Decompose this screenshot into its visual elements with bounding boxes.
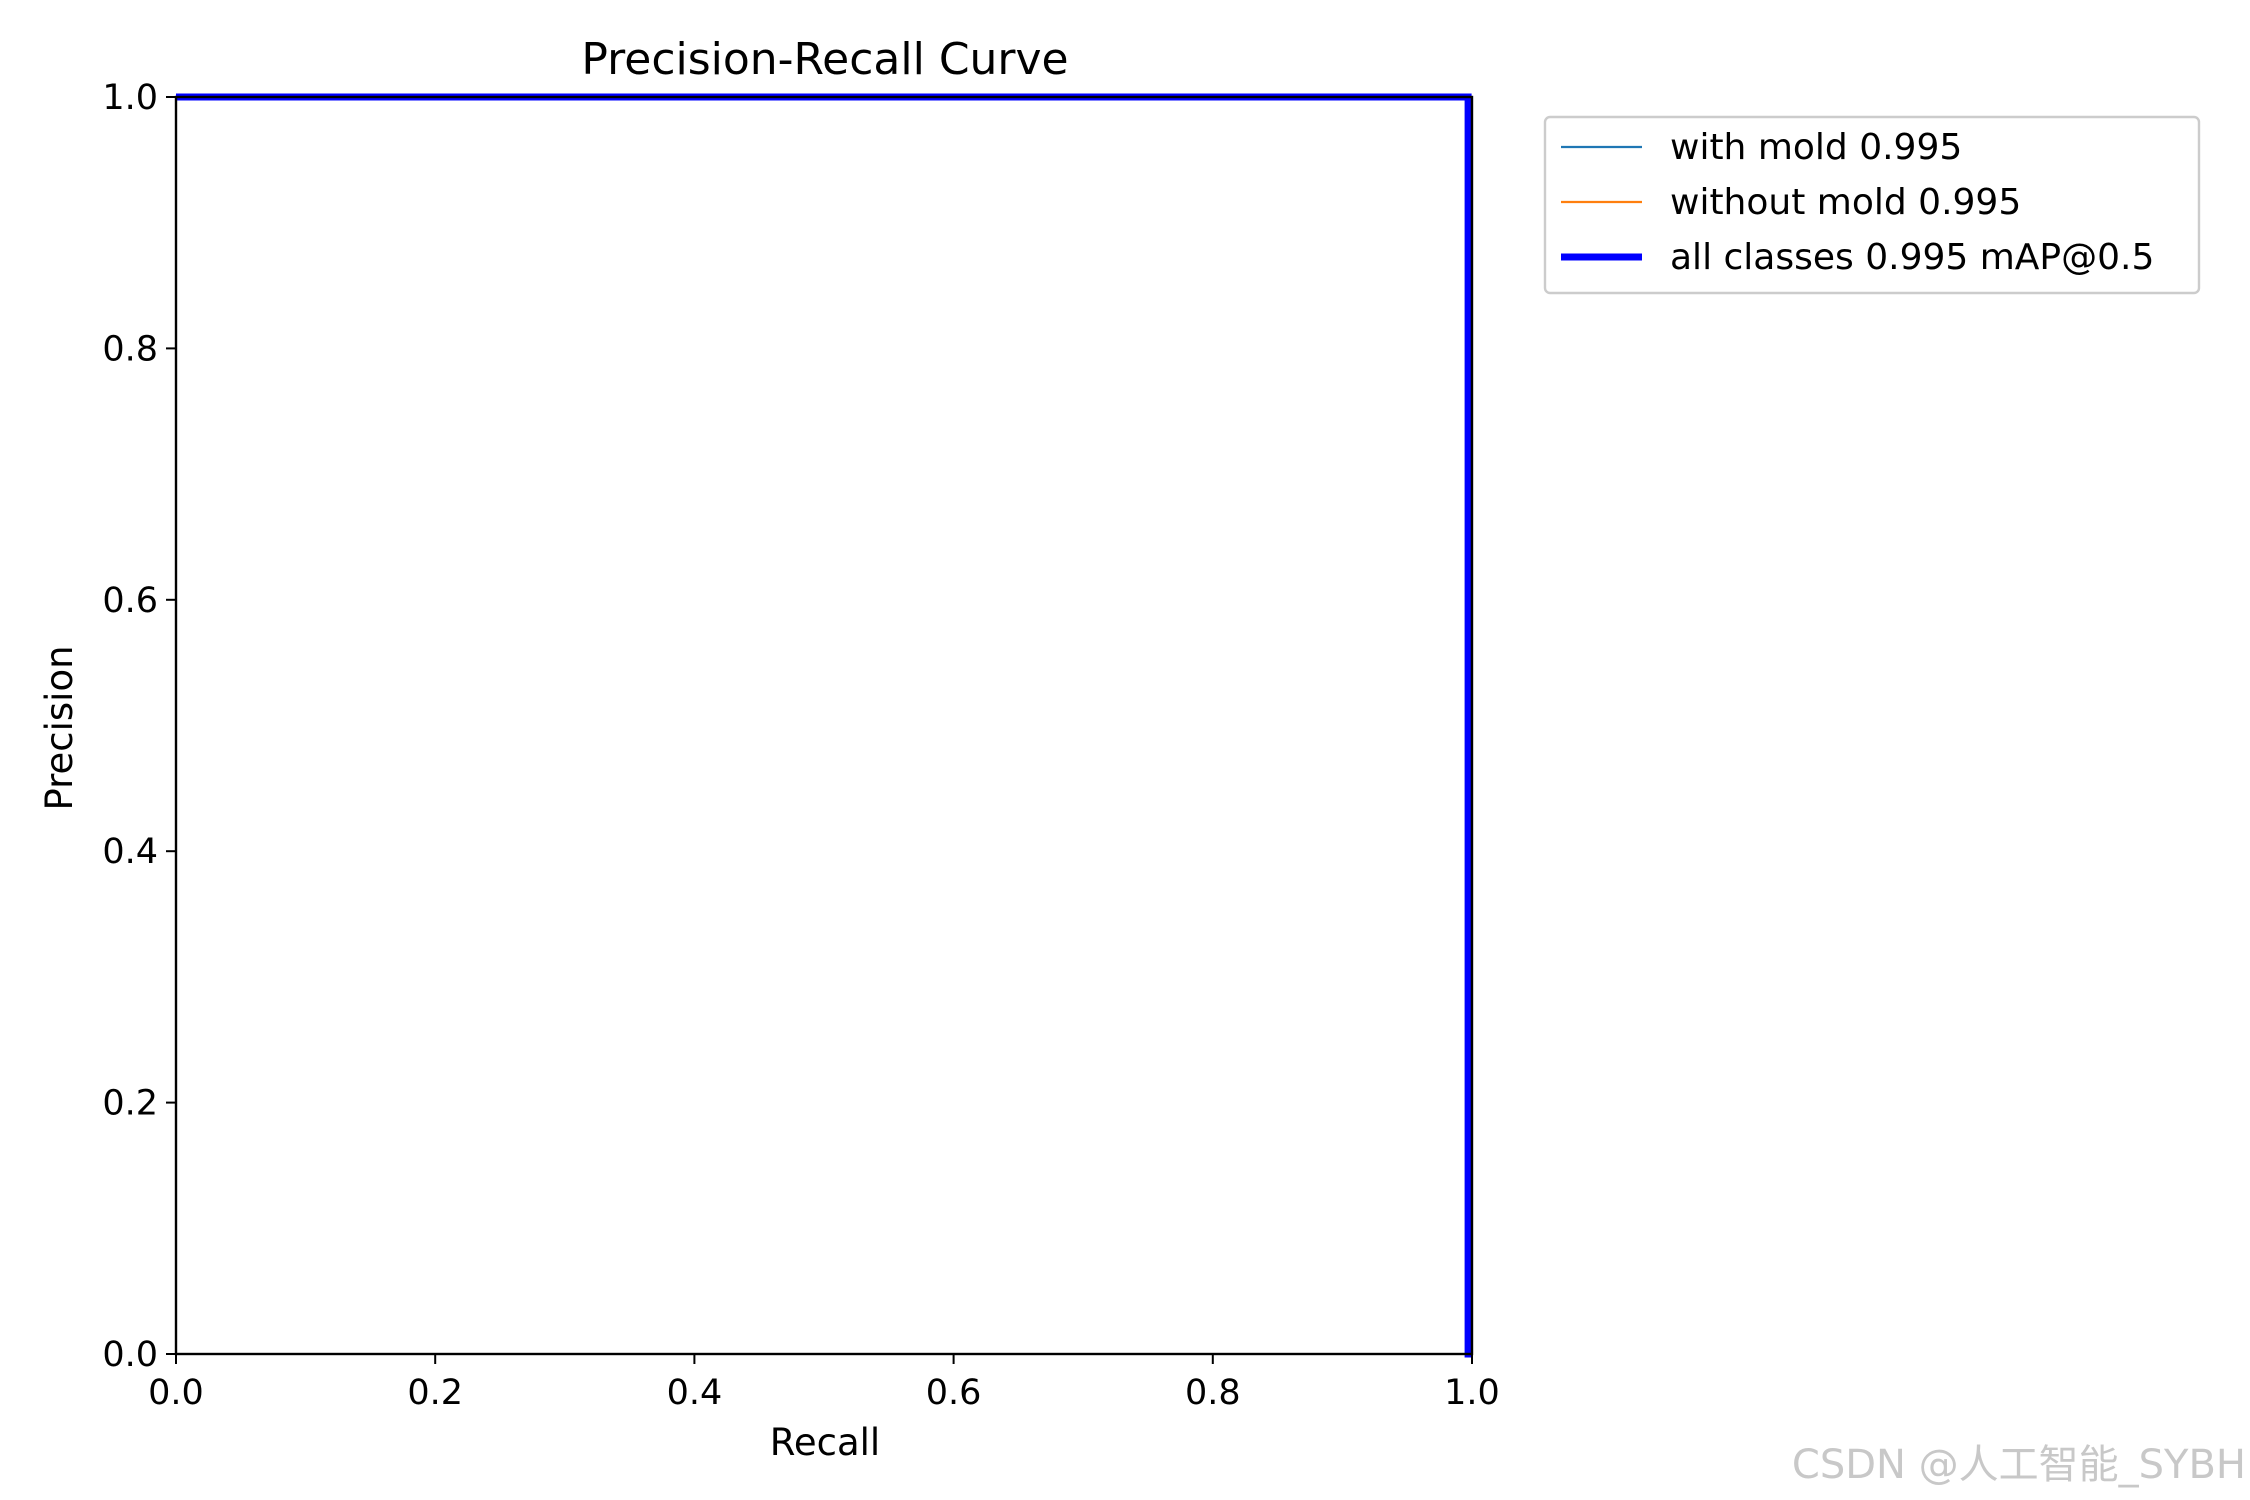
y-tick-label: 0.8 xyxy=(102,329,158,369)
series-line-2 xyxy=(176,95,1472,1356)
x-axis-ticks: 0.0 0.2 0.4 0.6 0.8 1.0 xyxy=(148,1354,1500,1413)
legend-label-3: all classes 0.995 mAP@0.5 xyxy=(1670,237,2154,278)
x-tick-label: 0.2 xyxy=(407,1373,463,1413)
series-layer xyxy=(176,93,1472,1358)
legend: with mold 0.995 without mold 0.995 all cla… xyxy=(1543,115,2201,295)
series-line-1 xyxy=(176,95,1472,1356)
y-tick-label: 1.0 xyxy=(102,78,158,118)
y-tick-label: 0.0 xyxy=(102,1335,158,1375)
x-tick-label: 0.0 xyxy=(148,1373,204,1413)
legend-label-2: without mold 0.995 xyxy=(1670,182,2021,223)
y-axis-ticks: 0.0 0.2 0.4 0.6 0.8 1.0 xyxy=(102,78,176,1375)
x-tick-label: 1.0 xyxy=(1444,1373,1500,1413)
x-tick-label: 0.4 xyxy=(667,1373,723,1413)
y-tick-label: 0.6 xyxy=(102,581,158,621)
x-tick-label: 0.6 xyxy=(926,1373,982,1413)
chart-title: Precision-Recall Curve xyxy=(581,34,1068,85)
series-line-3 xyxy=(176,93,1472,1358)
watermark-text: CSDN @人工智能_SYBH xyxy=(1791,1442,2246,1488)
legend-label-1: with mold 0.995 xyxy=(1670,127,1962,168)
x-axis-label: Recall xyxy=(770,1421,880,1464)
legend-box xyxy=(1543,115,2201,295)
y-axis-label: Precision xyxy=(38,645,81,810)
y-tick-label: 0.2 xyxy=(102,1084,158,1124)
x-tick-label: 0.8 xyxy=(1185,1373,1241,1413)
y-tick-label: 0.4 xyxy=(102,832,158,872)
plot-frame xyxy=(174,95,1474,1356)
